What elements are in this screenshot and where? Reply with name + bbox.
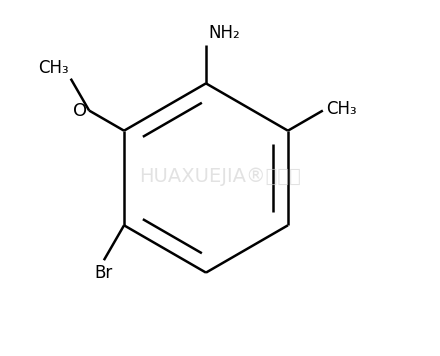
- Text: CH₃: CH₃: [326, 100, 357, 118]
- Text: CH₃: CH₃: [38, 59, 69, 77]
- Text: Br: Br: [95, 264, 113, 282]
- Text: NH₂: NH₂: [209, 24, 241, 42]
- Text: O: O: [73, 101, 88, 120]
- Text: HUAXUEJIA®化学加: HUAXUEJIA®化学加: [139, 167, 301, 186]
